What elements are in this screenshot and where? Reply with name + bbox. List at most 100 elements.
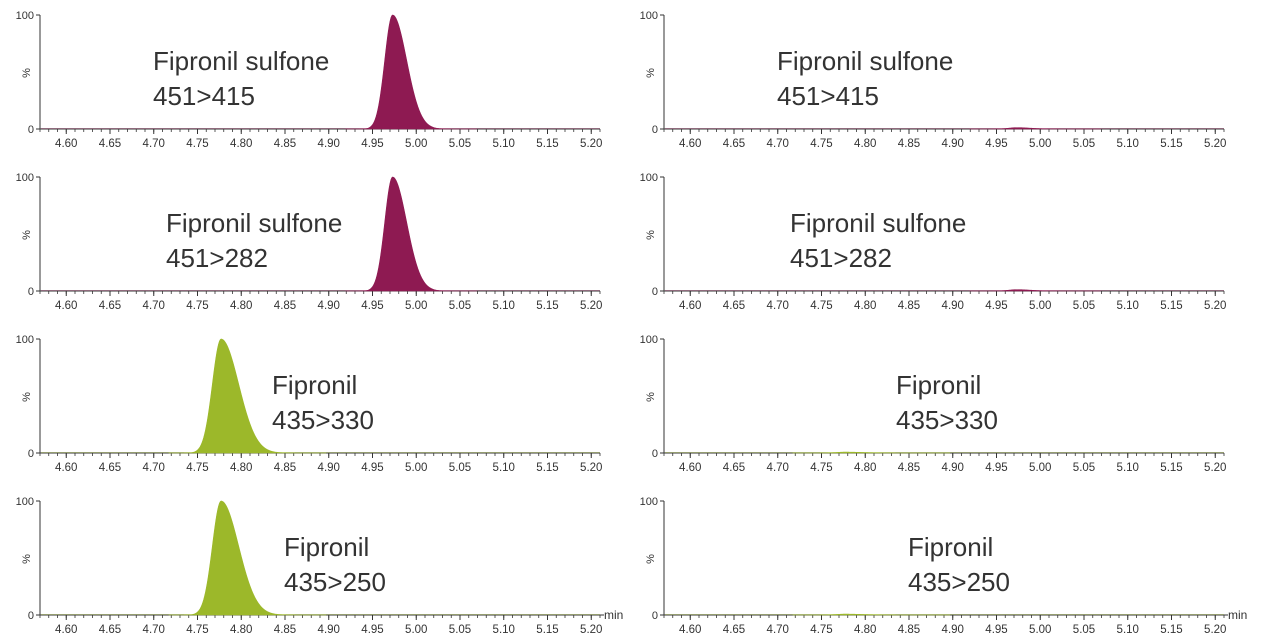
x-tick-label: 5.15 [1160,300,1182,312]
x-tick-label: 4.70 [767,138,789,150]
x-tick-label: 4.95 [985,300,1007,312]
transition-label: 451>415 [777,81,879,111]
x-tick-label: 4.85 [274,624,296,636]
x-tick-label: 4.80 [230,300,252,312]
x-tick-label: 5.20 [1204,624,1226,636]
chromatogram-panel: 0% 100 4.60 4.65 4.70 4.75 4.80 4.85 4.90 4.95 5.0… [16,172,603,312]
x-tick-label: 4.65 [723,138,745,150]
y-tick-label: 100 [16,172,34,184]
x-tick-label: 5.20 [580,462,602,474]
compound-name: Fipronil [272,370,357,400]
x-tick-label: 5.15 [536,624,558,636]
x-tick-label: 4.80 [230,624,252,636]
x-tick-label: 5.20 [1204,138,1226,150]
y-axis-label: % [21,554,33,564]
y-axis-label: % [645,554,657,564]
compound-name: Fipronil sulfone [153,46,329,76]
x-tick-label: 5.05 [449,138,471,150]
x-tick-label: 5.00 [1029,624,1051,636]
x-tick-label: 5.05 [1073,300,1095,312]
x-tick-label: 4.90 [942,462,964,474]
x-tick-label: 5.10 [1117,138,1139,150]
peak-area [168,500,327,616]
x-tick-label: 5.05 [449,462,471,474]
x-tick-label: 4.60 [679,138,701,150]
x-tick-label: 4.80 [230,138,252,150]
x-tick-label: 4.95 [361,300,383,312]
x-tick-label: 4.95 [985,624,1007,636]
x-tick-label: 4.65 [723,300,745,312]
x-tick-label: 5.05 [1073,138,1095,150]
x-tick-label: 5.10 [1117,300,1139,312]
x-tick-label: 5.05 [449,624,471,636]
x-tick-label: 4.65 [99,624,121,636]
x-tick-label: 4.70 [143,462,165,474]
x-tick-label: 4.90 [318,624,340,636]
x-tick-label: 5.20 [1204,300,1226,312]
x-tick-label: 5.00 [405,300,427,312]
y-tick-label: 100 [16,334,34,346]
x-tick-label: 4.90 [318,462,340,474]
chromatogram-panel: 0% 100 4.60 4.65 4.70 4.75 4.80 4.85 4.90 4.95 5.0… [16,10,603,150]
x-tick-label: 5.05 [449,300,471,312]
peak-area [792,613,951,616]
x-tick-label: 5.15 [1160,138,1182,150]
x-tick-label: 4.70 [767,624,789,636]
y-tick-label: 0 [652,286,658,298]
x-tick-label: 4.75 [810,138,832,150]
transition-label: 451>282 [790,243,892,273]
x-tick-label: 4.65 [723,624,745,636]
x-tick-label: 5.00 [405,624,427,636]
y-tick-label: 0 [28,448,34,460]
x-axis-unit: min [1228,608,1247,622]
x-tick-label: 4.75 [810,300,832,312]
x-tick-label: 4.65 [99,300,121,312]
compound-name: Fipronil [284,532,369,562]
y-tick-label: 100 [16,10,34,22]
x-tick-label: 5.15 [1160,624,1182,636]
y-tick-label: 100 [16,496,34,508]
peak-area [792,451,951,454]
y-tick-label: 0 [28,610,34,622]
y-tick-label: 0 [28,286,34,298]
x-tick-label: 4.75 [810,462,832,474]
y-axis-label: % [645,68,657,78]
chromatogram-panel: 0% 100 4.60 4.65 4.70 4.75 4.80 4.85 4.90 4.95 5.0… [16,496,624,636]
x-tick-label: 4.70 [767,462,789,474]
chromatogram-panel: 0% 100 4.60 4.65 4.70 4.75 4.80 4.85 4.90 4.95 5.0… [640,172,1227,312]
x-tick-label: 4.85 [898,624,920,636]
x-tick-label: 4.90 [942,624,964,636]
transition-label: 435>250 [908,567,1010,597]
chromatogram-panel: 0% 100 4.60 4.65 4.70 4.75 4.80 4.85 4.90 4.95 5.0… [16,334,603,474]
x-tick-label: 4.95 [985,462,1007,474]
x-tick-label: 5.00 [1029,138,1051,150]
y-tick-label: 100 [640,10,658,22]
x-tick-label: 5.05 [1073,462,1095,474]
x-tick-label: 4.90 [318,300,340,312]
x-tick-label: 5.15 [536,300,558,312]
x-tick-label: 4.80 [230,462,252,474]
x-tick-label: 5.05 [1073,624,1095,636]
transition-label: 451>282 [166,243,268,273]
x-tick-label: 4.80 [854,462,876,474]
x-tick-label: 4.70 [143,300,165,312]
x-tick-label: 4.75 [186,300,208,312]
x-tick-label: 4.95 [361,462,383,474]
y-axis-label: % [21,68,33,78]
peak-area [345,176,477,292]
transition-label: 451>415 [153,81,255,111]
x-tick-label: 4.60 [679,462,701,474]
chromatogram-panel: 0% 100 4.60 4.65 4.70 4.75 4.80 4.85 4.90 4.95 5.0… [640,10,1227,150]
x-tick-label: 4.75 [186,624,208,636]
x-tick-label: 4.80 [854,138,876,150]
x-tick-label: 4.85 [274,138,296,150]
chromatogram-panel: 0% 100 4.60 4.65 4.70 4.75 4.80 4.85 4.90 4.95 5.0… [640,334,1227,474]
x-tick-label: 4.80 [854,624,876,636]
chromatogram-panel: 0% 100 4.60 4.65 4.70 4.75 4.80 4.85 4.90 4.95 5.0… [640,496,1248,636]
x-tick-label: 5.20 [580,624,602,636]
x-tick-label: 4.75 [810,624,832,636]
x-tick-label: 5.10 [493,300,515,312]
x-tick-label: 4.85 [274,462,296,474]
y-axis-label: % [645,392,657,402]
